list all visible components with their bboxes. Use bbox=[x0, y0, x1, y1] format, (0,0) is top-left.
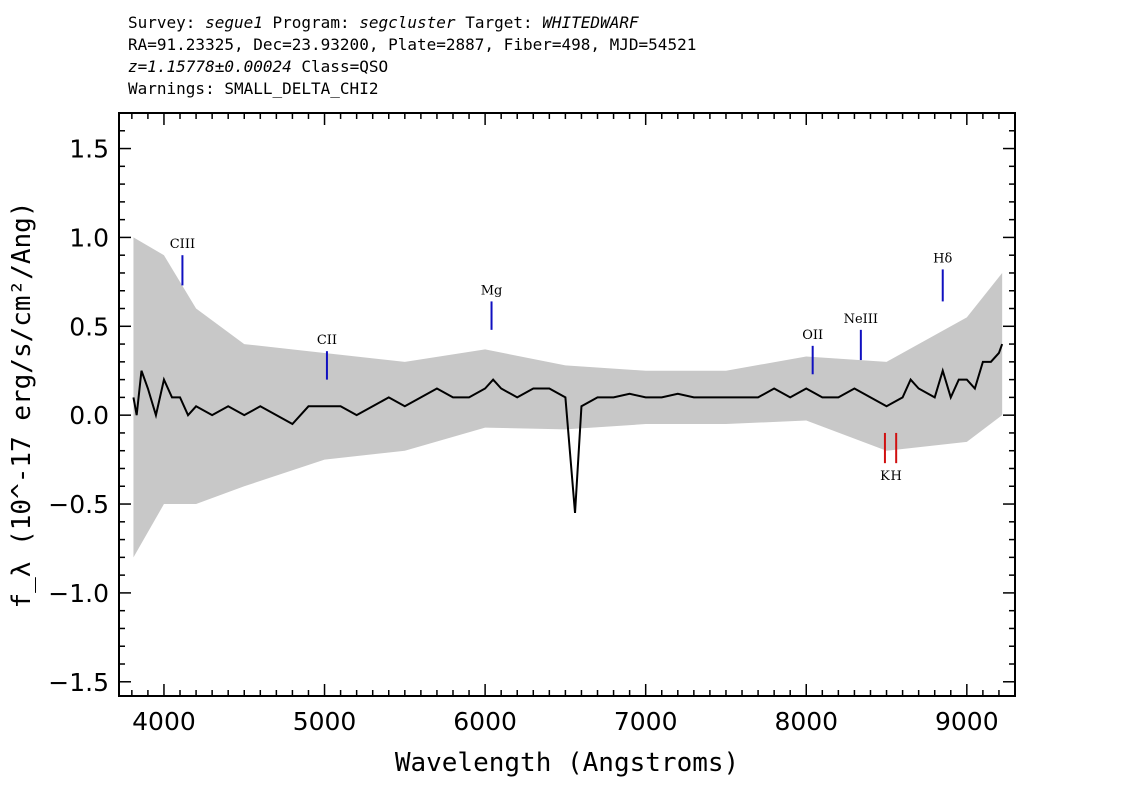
program-label: Program: bbox=[272, 13, 350, 32]
line-label-oii: OII bbox=[802, 328, 823, 343]
target-value: WHITEDWARF bbox=[542, 13, 639, 32]
flux-series bbox=[132, 343, 1004, 514]
y-tick-label: 0.0 bbox=[69, 401, 109, 430]
header-line-survey: Survey: segue1 Program: segcluster Targe… bbox=[128, 12, 696, 34]
line-label-ciii: CIII bbox=[170, 237, 195, 252]
line-label-neiii: NeIII bbox=[844, 312, 878, 327]
survey-label: Survey: bbox=[128, 13, 196, 32]
y-tick-label: 1.5 bbox=[69, 135, 109, 164]
header-line-redshift: z=1.15778±0.00024 Class=QSO bbox=[128, 56, 696, 78]
line-label-cii: CII bbox=[317, 333, 337, 348]
plot-frame bbox=[118, 112, 1016, 697]
error-band bbox=[133, 237, 1003, 558]
class-value: Class=QSO bbox=[301, 57, 389, 76]
survey-value: segue1 bbox=[205, 13, 263, 32]
y-axis-title: f_λ (10^-17 erg/s/cm²/Ang) bbox=[7, 202, 37, 609]
error-band-area bbox=[133, 237, 1003, 558]
program-value: segcluster bbox=[359, 13, 456, 32]
x-axis-ticks: 4000 5000 6000 7000 8000 9000 bbox=[131, 113, 1000, 736]
line-label-h: Hδ bbox=[933, 251, 952, 266]
x-tick-label: 8000 bbox=[774, 707, 838, 736]
x-axis-title: Wavelength (Angstroms) bbox=[395, 748, 739, 778]
y-tick-label: 0.5 bbox=[69, 312, 109, 341]
redshift-value: z=1.15778±0.00024 bbox=[128, 57, 292, 76]
target-label: Target: bbox=[465, 13, 533, 32]
x-tick-label: 9000 bbox=[935, 707, 999, 736]
line-label-h: H bbox=[891, 469, 902, 484]
x-tick-label: 5000 bbox=[293, 707, 357, 736]
line-label-mg: Mg bbox=[481, 283, 503, 298]
y-axis-ticks: 1.5 1.0 0.5 0.0 −0.5 −1.0 −1.5 bbox=[48, 130, 1015, 697]
x-tick-label: 6000 bbox=[453, 707, 517, 736]
header-line-warnings: Warnings: SMALL_DELTA_CHI2 bbox=[128, 79, 379, 98]
y-tick-label: 1.0 bbox=[69, 223, 109, 252]
x-tick-label: 4000 bbox=[132, 707, 196, 736]
y-tick-label: −0.5 bbox=[48, 490, 109, 519]
flux-line-0 bbox=[132, 343, 1004, 514]
x-tick-label: 7000 bbox=[614, 707, 678, 736]
y-tick-label: −1.0 bbox=[48, 579, 109, 608]
header-line-coordinates: RA=91.23325, Dec=23.93200, Plate=2887, F… bbox=[128, 35, 697, 54]
y-tick-label: −1.5 bbox=[48, 668, 109, 697]
line-label-k: K bbox=[880, 469, 890, 484]
spectrum-header: Survey: segue1 Program: segcluster Targe… bbox=[128, 12, 696, 100]
spectral-line-markers: CIII CII Mg OII NeIII Hδ K H bbox=[170, 237, 953, 484]
